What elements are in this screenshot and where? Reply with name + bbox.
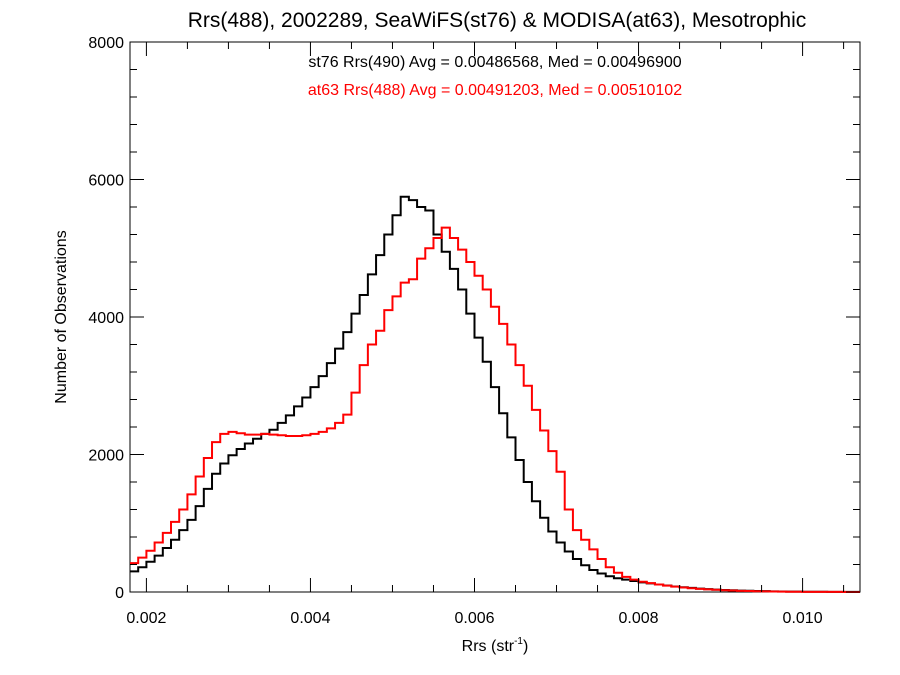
x-axis-label-close: ): [523, 638, 528, 655]
chart-title: Rrs(488), 2002289, SeaWiFS(st76) & MODIS…: [188, 9, 807, 32]
series-layer: [130, 195, 860, 593]
y-axis-label: Number of Observations: [53, 230, 70, 403]
x-axis-label-superscript: -1: [514, 636, 523, 647]
x-tick-label: 0.002: [126, 610, 166, 627]
y-tick-label: 0: [115, 585, 124, 602]
x-tick-label: 0.008: [619, 610, 659, 627]
y-tick-label: 8000: [88, 35, 124, 52]
y-tick-label: 2000: [88, 448, 124, 465]
x-axis-label-main: Rrs (str: [462, 638, 515, 655]
x-axis-label: Rrs (str-1): [462, 636, 529, 655]
x-tick-label: 0.006: [454, 610, 494, 627]
x-axis: 0.002 0.004 0.006 0.008 0.010: [126, 42, 845, 627]
series-line-0: [130, 195, 860, 593]
series-line-1: [130, 226, 860, 593]
x-tick-label: 0.004: [290, 610, 330, 627]
y-tick-label: 4000: [88, 310, 124, 327]
x-tick-label: 0.010: [783, 610, 823, 627]
y-axis: 0 2000 4000 6000 8000: [88, 35, 860, 602]
plot-area: [129, 41, 861, 593]
plot-frame: [129, 41, 861, 593]
y-tick-label: 6000: [88, 173, 124, 190]
annotation-st76: st76 Rrs(490) Avg = 0.00486568, Med = 0.…: [308, 54, 681, 71]
annotation-at63: at63 Rrs(488) Avg = 0.00491203, Med = 0.…: [308, 82, 682, 99]
